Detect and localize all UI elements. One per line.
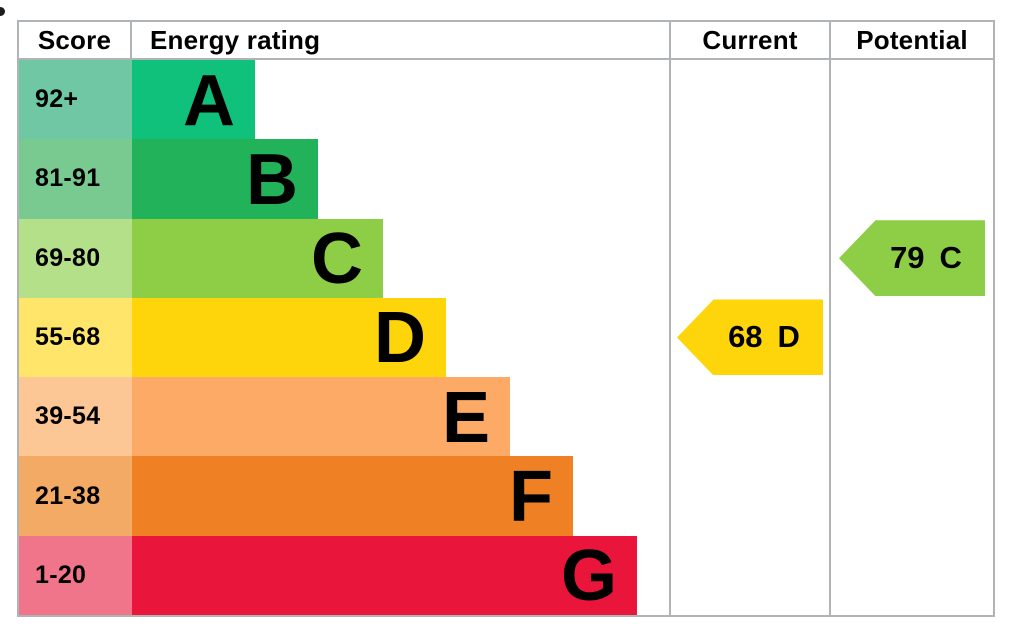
energy-band-cell: G bbox=[132, 535, 669, 617]
potential-rating-arrow-band-letter: C bbox=[939, 240, 962, 276]
current-cell bbox=[669, 377, 829, 457]
current-rating-arrow: 68 D bbox=[677, 299, 823, 376]
potential-cell: 79 C bbox=[829, 218, 993, 298]
band-bar: C bbox=[132, 218, 383, 300]
current-rating-arrow-value: 68 bbox=[728, 319, 763, 355]
current-cell: 68 D bbox=[669, 297, 829, 378]
band-letter: E bbox=[441, 377, 490, 458]
band-row-G: 1-20 G bbox=[19, 535, 993, 617]
band-letter: G bbox=[560, 536, 617, 617]
potential-rating-arrow: 79 C bbox=[839, 220, 985, 297]
energy-band-cell: F bbox=[132, 456, 669, 538]
score-column-header: Score bbox=[19, 22, 132, 58]
band-letter: A bbox=[183, 60, 235, 141]
chart-body: 92+ A 81-91 B 69-80 C bbox=[19, 60, 993, 615]
band-bar: B bbox=[132, 139, 318, 220]
epc-table: Score Energy rating Current Potential 92… bbox=[17, 20, 995, 617]
current-cell bbox=[669, 218, 829, 298]
potential-cell bbox=[829, 456, 993, 536]
band-bar: D bbox=[132, 297, 446, 379]
energy-rating-column-header: Energy rating bbox=[150, 24, 321, 55]
current-cell bbox=[669, 60, 829, 140]
table-header-row: Score Energy rating Current Potential bbox=[19, 22, 993, 60]
potential-cell bbox=[829, 60, 993, 140]
band-row-E: 39-54 E bbox=[19, 377, 993, 458]
band-letter: C bbox=[311, 219, 363, 300]
potential-cell bbox=[829, 377, 993, 457]
band-bar: F bbox=[132, 456, 573, 538]
score-range-cell: 81-91 bbox=[19, 139, 132, 219]
score-range-cell: 21-38 bbox=[19, 456, 132, 536]
score-range-cell: 39-54 bbox=[19, 377, 132, 457]
energy-band-cell: A bbox=[132, 60, 669, 141]
band-letter: D bbox=[374, 298, 426, 379]
score-range-cell: 92+ bbox=[19, 60, 132, 140]
band-row-C: 69-80 C 79 C bbox=[19, 218, 993, 300]
energy-band-cell: E bbox=[132, 377, 669, 458]
band-row-F: 21-38 F bbox=[19, 456, 993, 538]
corner-artifact bbox=[0, 7, 5, 16]
band-row-D: 55-68 D 68 D bbox=[19, 297, 993, 379]
score-range-cell: 69-80 bbox=[19, 218, 132, 298]
potential-cell bbox=[829, 297, 993, 378]
potential-column-header: Potential bbox=[829, 22, 993, 58]
band-letter: B bbox=[246, 139, 298, 220]
energy-band-cell: D bbox=[132, 297, 669, 379]
current-rating-arrow-band-letter: D bbox=[777, 319, 800, 355]
current-column-header: Current bbox=[669, 22, 829, 58]
band-letter: F bbox=[509, 457, 553, 538]
band-bar: A bbox=[132, 60, 255, 141]
band-row-A: 92+ A bbox=[19, 60, 993, 141]
score-range-cell: 55-68 bbox=[19, 297, 132, 378]
band-row-B: 81-91 B bbox=[19, 139, 993, 220]
score-range-cell: 1-20 bbox=[19, 535, 132, 615]
energy-band-cell: C bbox=[132, 218, 669, 300]
current-cell bbox=[669, 535, 829, 615]
potential-cell bbox=[829, 139, 993, 219]
current-cell bbox=[669, 139, 829, 219]
band-bar: E bbox=[132, 377, 510, 458]
potential-cell bbox=[829, 535, 993, 615]
band-bar: G bbox=[132, 535, 637, 617]
energy-band-cell: B bbox=[132, 139, 669, 220]
potential-rating-arrow-value: 79 bbox=[890, 240, 925, 276]
current-cell bbox=[669, 456, 829, 536]
